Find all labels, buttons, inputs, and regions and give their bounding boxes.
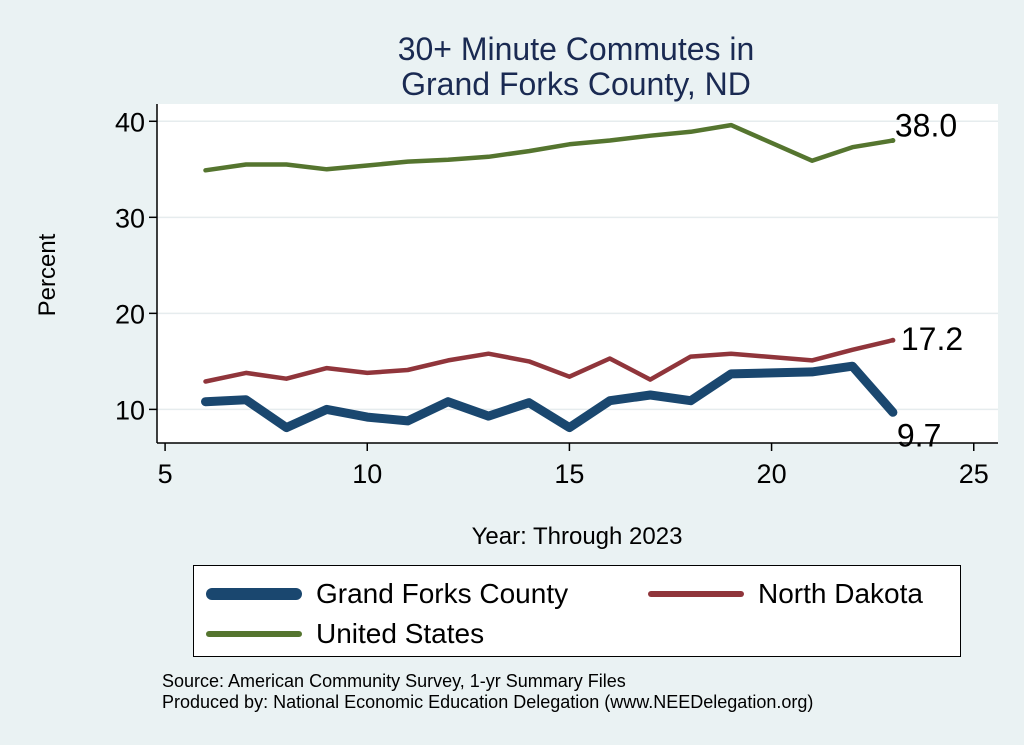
- axes: [156, 104, 998, 444]
- ticks: 10 20 30 40 5 10 15 20 25: [115, 107, 989, 489]
- end-label-north-dakota: 17.2: [901, 321, 963, 357]
- legend-swatch-grand-forks-county: [206, 588, 302, 600]
- y-tick-label: 10: [115, 395, 145, 425]
- producer-line: Produced by: National Economic Education…: [162, 692, 814, 712]
- y-tick-label: 30: [115, 203, 145, 233]
- legend-item-north-dakota: North Dakota: [648, 578, 923, 610]
- series-line-north-dakota: [203, 337, 896, 384]
- x-tick-label: 25: [959, 459, 989, 489]
- x-tick-label: 10: [352, 459, 382, 489]
- series-line-grand-forks-county: [201, 361, 898, 433]
- x-tick-label: 5: [158, 459, 173, 489]
- source-note: Source: American Community Survey, 1-yr …: [162, 671, 813, 713]
- plot-area: [157, 104, 998, 443]
- chart-title-line-2: Grand Forks County, ND: [401, 66, 751, 102]
- x-tick-label: 15: [554, 459, 584, 489]
- source-line: Source: American Community Survey, 1-yr …: [162, 671, 626, 691]
- legend-swatch-united-states: [206, 631, 302, 637]
- end-point-north-dakota: [890, 337, 896, 343]
- chart-title-line-1: 30+ Minute Commutes in: [398, 31, 755, 67]
- legend-label: United States: [316, 618, 485, 649]
- end-point-grand-forks-county: [890, 409, 896, 415]
- series-lines: [201, 122, 898, 433]
- legend: Grand Forks County North Dakota United S…: [193, 565, 961, 657]
- legend-label: Grand Forks County: [316, 578, 569, 609]
- y-tick-label: 20: [115, 299, 145, 329]
- gridlines: [157, 120, 998, 411]
- end-point-united-states: [890, 137, 896, 143]
- legend-item-united-states: United States: [206, 618, 484, 650]
- x-axis-label: Year: Through 2023: [472, 523, 683, 550]
- end-label-united-states: 38.0: [895, 107, 957, 143]
- y-axis-label: Percent: [34, 233, 61, 316]
- x-tick-label: 20: [757, 459, 787, 489]
- y-tick-label: 40: [115, 107, 145, 137]
- end-label-grand-forks-county: 9.7: [897, 417, 941, 453]
- legend-item-grand-forks-county: Grand Forks County: [206, 578, 568, 610]
- end-labels: 9.7 17.2 38.0: [895, 107, 963, 453]
- series-line-united-states: [203, 122, 896, 173]
- legend-swatch-north-dakota: [648, 591, 744, 597]
- legend-label: North Dakota: [758, 578, 923, 609]
